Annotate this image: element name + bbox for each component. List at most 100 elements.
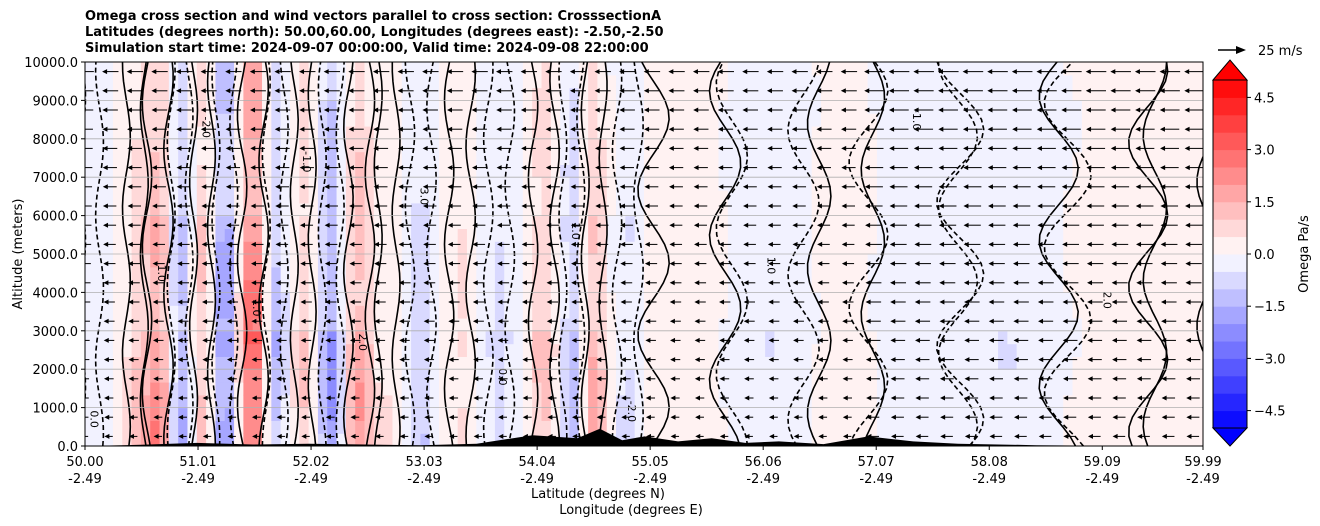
- field-cell: [914, 305, 925, 319]
- field-cell: [187, 138, 198, 153]
- field-cell: [867, 177, 878, 191]
- wind-vector-head: [152, 184, 158, 190]
- field-cell: [1081, 164, 1092, 178]
- field-cell: [774, 279, 785, 293]
- field-cell: [103, 113, 114, 127]
- field-cell: [988, 202, 999, 217]
- field-cell: [1128, 164, 1139, 178]
- field-cell: [1193, 241, 1203, 255]
- field-cell: [597, 420, 608, 434]
- field-cell: [923, 100, 934, 114]
- field-cell: [644, 279, 654, 293]
- contour-label: 2.0: [1100, 291, 1113, 309]
- field-cell: [1007, 126, 1018, 140]
- field-cell: [541, 87, 552, 101]
- wind-vector-head: [275, 318, 281, 324]
- wind-vector-head: [645, 376, 651, 382]
- field-cell: [616, 292, 626, 306]
- field-cell: [439, 394, 449, 409]
- wind-vector-head: [424, 376, 430, 382]
- field-cell: [895, 254, 906, 268]
- field-cell: [951, 305, 962, 319]
- wind-vector-head: [373, 107, 379, 113]
- field-cell: [112, 343, 123, 357]
- field-cell: [709, 215, 720, 229]
- field-cell: [737, 254, 748, 268]
- field-cell: [923, 420, 934, 434]
- field-cell: [1016, 62, 1027, 76]
- field-cell: [196, 394, 207, 409]
- field-cell: [811, 382, 822, 396]
- field-cell: [560, 74, 571, 89]
- field-cell: [112, 254, 123, 268]
- field-cell: [755, 164, 766, 178]
- field-cell: [858, 407, 869, 421]
- field-cell: [1109, 394, 1120, 409]
- field-cell: [429, 100, 440, 114]
- field-cell: [1109, 87, 1120, 101]
- field-cell: [560, 266, 571, 281]
- field-cell: [541, 292, 552, 306]
- field-cell: [234, 369, 244, 383]
- wind-vector-head: [177, 318, 183, 324]
- field-cell: [1072, 420, 1083, 434]
- field-cell: [420, 356, 431, 370]
- field-cell: [1063, 394, 1074, 409]
- field-cell: [914, 279, 925, 293]
- field-cell: [150, 190, 161, 204]
- field-cell: [271, 228, 282, 242]
- field-cell: [690, 420, 701, 434]
- field-cell: [765, 100, 776, 114]
- field-cell: [420, 228, 431, 242]
- field-cell: [644, 100, 654, 114]
- field-cell: [746, 382, 757, 396]
- field-cell: [1053, 356, 1064, 370]
- field-cell: [1044, 254, 1055, 268]
- field-cell: [765, 87, 776, 101]
- field-cell: [1137, 74, 1148, 89]
- wind-vector-head: [423, 357, 429, 363]
- field-cell: [858, 382, 869, 396]
- field-cell: [625, 292, 636, 306]
- field-cell: [485, 190, 496, 204]
- field-cell: [1081, 151, 1092, 165]
- field-cell: [1016, 190, 1027, 204]
- field-cell: [998, 407, 1008, 421]
- field-cell: [662, 394, 673, 409]
- field-cell: [774, 113, 785, 127]
- field-cell: [355, 292, 366, 306]
- field-cell: [671, 87, 682, 101]
- field-cell: [811, 202, 822, 217]
- field-cell: [1100, 369, 1111, 383]
- field-cell: [1165, 382, 1176, 396]
- wind-vector-head: [547, 376, 553, 382]
- field-cell: [122, 62, 133, 76]
- field-cell: [1165, 254, 1176, 268]
- wind-vector-head: [225, 88, 231, 94]
- field-cell: [150, 433, 161, 446]
- wind-vector-head: [742, 88, 748, 94]
- field-cell: [383, 330, 394, 345]
- field-cell: [1137, 407, 1148, 421]
- field-cell: [448, 420, 459, 434]
- field-cell: [737, 279, 748, 293]
- field-cell: [122, 318, 133, 332]
- wind-vector-head: [718, 203, 724, 209]
- field-cell: [662, 190, 673, 204]
- field-cell: [364, 241, 375, 255]
- field-cell: [215, 202, 226, 217]
- wind-vector-head: [644, 184, 650, 190]
- field-cell: [457, 241, 468, 255]
- field-cell: [206, 369, 217, 383]
- wind-vector-head: [325, 357, 331, 363]
- wind-vector-head: [178, 414, 184, 420]
- field-cell: [569, 113, 580, 127]
- field-cell: [970, 74, 980, 89]
- field-cell: [783, 202, 794, 217]
- field-cell: [858, 254, 869, 268]
- wind-vector-head: [521, 280, 527, 286]
- field-cell: [1091, 369, 1102, 383]
- wind-vector-head: [422, 203, 428, 209]
- field-cell: [662, 356, 673, 370]
- field-cell: [1053, 369, 1064, 383]
